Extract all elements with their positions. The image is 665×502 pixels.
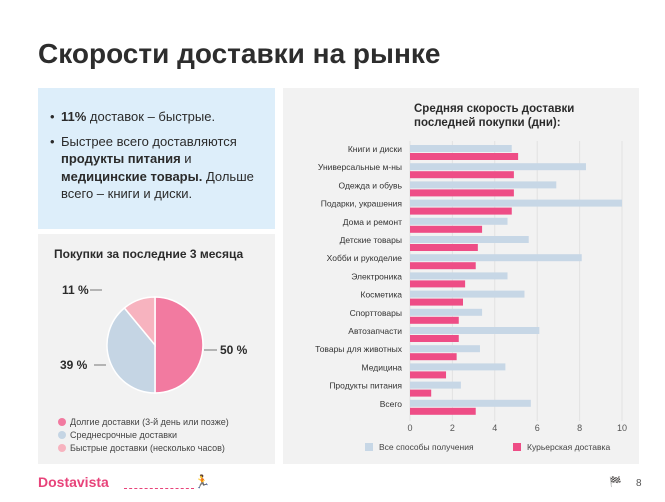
bar-courier <box>410 280 466 288</box>
checkered-flag-icon: 🏁 <box>609 477 622 488</box>
category-label: Продукты питания <box>329 381 402 391</box>
bar-all-methods <box>410 327 540 334</box>
bar-all-methods <box>410 163 586 171</box>
legend-dot <box>58 431 66 439</box>
purchases-panel: Покупки за последние 3 месяца 50 % 39 % … <box>38 234 275 464</box>
pie-legend-label: Среднесрочные доставки <box>70 430 178 440</box>
x-tick-label: 10 <box>617 423 627 433</box>
legend-label-courier: Курьерская доставка <box>527 442 611 452</box>
category-label: Медицина <box>362 362 403 372</box>
bullet-icon: • <box>50 109 55 124</box>
legend-swatch-courier <box>513 443 521 451</box>
x-tick-label: 8 <box>577 423 582 433</box>
pie-legend-item: Среднесрочные доставки <box>58 429 229 441</box>
bar-courier <box>410 207 512 215</box>
pie-chart-title: Покупки за последние 3 месяца <box>54 247 244 261</box>
category-label: Детские товары <box>340 235 402 245</box>
pie-legend-label: Быстрые доставки (несколько часов) <box>70 443 225 453</box>
bar-all-methods <box>410 399 531 407</box>
category-label: Автозапчасти <box>348 326 402 336</box>
legend-label-all: Все способы получения <box>379 442 474 452</box>
x-tick-label: 0 <box>407 423 412 433</box>
bar-all-methods <box>410 363 506 371</box>
x-tick-label: 6 <box>535 423 540 433</box>
highlight-item: • Быстрее всего доставляются продукты пит… <box>50 133 265 203</box>
pie-legend-item: Быстрые доставки (несколько часов) <box>58 442 229 454</box>
bar-all-methods <box>410 199 622 207</box>
bar-courier <box>410 189 514 197</box>
category-label: Спорттовары <box>350 308 402 318</box>
category-label: Подарки, украшения <box>321 199 403 209</box>
category-label: Дома и ремонт <box>343 217 402 227</box>
highlights-box: • 11% доставок – быстрые. • Быстрее всего д… <box>38 88 275 229</box>
pie-label-fast: 11 % <box>62 283 89 297</box>
bar-courier <box>410 407 476 415</box>
category-label: Универсальные м-ны <box>318 162 402 172</box>
bar-all-methods <box>410 308 483 316</box>
legend-dot <box>58 418 66 426</box>
pie-chart <box>90 289 217 394</box>
bar-courier <box>410 298 463 306</box>
category-label: Книги и диски <box>348 144 402 154</box>
pie-slice <box>123 296 156 348</box>
pie-label-long: 50 % <box>220 343 248 357</box>
category-label: Товары для животных <box>315 344 403 354</box>
bar-courier <box>410 389 432 397</box>
pie-legend: Долгие доставки (3-й день или позже) Сред… <box>58 416 229 455</box>
bar-courier <box>410 171 514 179</box>
bar-legend-all: Все способы получения <box>365 442 474 452</box>
pie-slice <box>154 296 204 394</box>
bar-courier <box>410 244 478 251</box>
pie-legend-label: Долгие доставки (3-й день или позже) <box>70 417 229 427</box>
highlight-text: Дольше всего – книги и диски. <box>61 168 254 202</box>
category-label: Электроника <box>351 271 402 281</box>
bar-courier <box>410 153 519 160</box>
bar-all-methods <box>410 381 461 389</box>
x-tick-label: 4 <box>492 423 497 433</box>
bar-all-methods <box>410 217 508 225</box>
pie-slice <box>106 306 156 394</box>
bar-legend-courier: Курьерская доставка <box>513 442 610 452</box>
page-number: 8 <box>636 478 642 489</box>
highlight-text: медицинские товары. <box>61 168 203 184</box>
bar-all-methods <box>410 236 529 243</box>
bar-all-methods <box>410 290 525 298</box>
highlight-text: Быстрее всего доставляются <box>61 133 237 149</box>
bar-chart-title: Средняя скорость доставки последней поку… <box>414 103 575 129</box>
bar-chart: 0 2 4 6 8 10 Книги и диски Универсальные м-ны Од… <box>315 141 627 433</box>
bar-courier <box>410 262 476 270</box>
bar-all-methods <box>410 145 512 152</box>
pie-label-medium: 39 % <box>60 358 88 372</box>
highlight-text: и <box>180 151 192 166</box>
highlight-text: продукты питания <box>61 151 181 166</box>
category-label: Хобби и рукоделие <box>327 253 403 263</box>
bar-all-methods <box>410 345 480 353</box>
footer-logo: Dostavista <box>38 474 109 490</box>
bar-all-methods <box>410 181 557 189</box>
bar-courier <box>410 335 459 342</box>
bar-all-methods <box>410 254 582 262</box>
bar-courier <box>410 353 457 361</box>
legend-swatch-all <box>365 443 373 451</box>
bar-courier <box>410 225 483 233</box>
highlight-text: доставок – быстрые. <box>86 109 216 124</box>
x-tick-label: 2 <box>450 423 455 433</box>
category-label: Всего <box>380 399 403 409</box>
highlight-item: • 11% доставок – быстрые. <box>50 108 265 126</box>
highlight-text: 11% <box>61 109 87 124</box>
footer-dashed-line <box>124 488 194 489</box>
pie-legend-item: Долгие доставки (3-й день или позже) <box>58 416 229 428</box>
bullet-icon: • <box>50 133 55 149</box>
bar-all-methods <box>410 272 508 280</box>
runner-icon: 🏃 <box>194 474 211 489</box>
bar-courier <box>410 371 447 379</box>
legend-dot <box>58 444 66 452</box>
category-label: Одежда и обувь <box>339 180 403 190</box>
category-label: Косметика <box>361 290 403 300</box>
page-title: Скорости доставки на рынке <box>38 38 441 69</box>
speeds-panel: Средняя скорость доставки последней поку… <box>283 88 639 464</box>
bar-courier <box>410 316 459 324</box>
